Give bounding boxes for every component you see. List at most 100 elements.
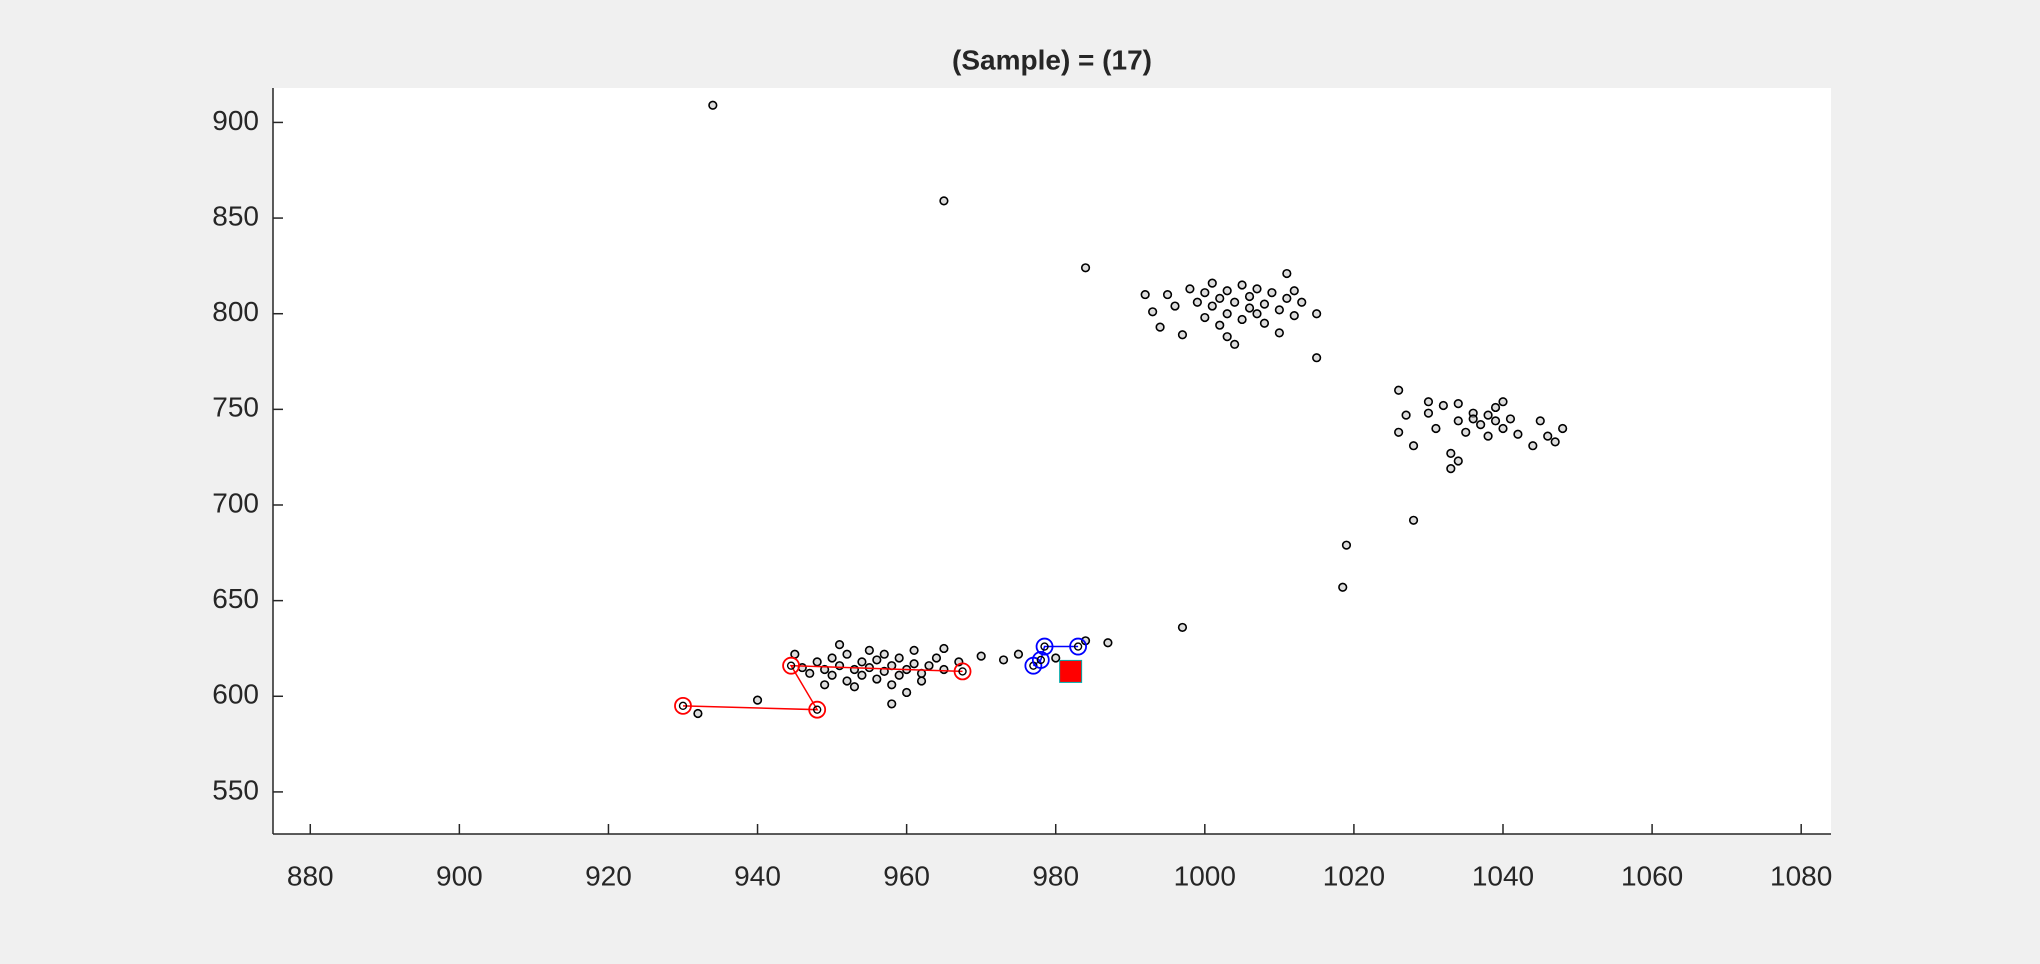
data-point bbox=[1252, 309, 1262, 319]
y-tick-label: 750 bbox=[212, 392, 259, 423]
data-point bbox=[1140, 289, 1150, 300]
data-point bbox=[812, 657, 822, 667]
data-point bbox=[1215, 320, 1225, 330]
data-point bbox=[1192, 297, 1202, 307]
x-tick-label: 960 bbox=[883, 860, 930, 891]
highlight-ring bbox=[674, 696, 692, 715]
data-point bbox=[1312, 353, 1322, 363]
x-tick-label: 900 bbox=[436, 860, 483, 891]
y-tick-label: 550 bbox=[212, 774, 259, 805]
data-point bbox=[902, 687, 912, 698]
data-point bbox=[1103, 638, 1113, 648]
chart-title: (Sample) = (17) bbox=[952, 44, 1152, 75]
data-point bbox=[909, 645, 919, 655]
data-point bbox=[887, 680, 897, 690]
data-point bbox=[1550, 437, 1560, 447]
highlight-ring bbox=[782, 656, 800, 675]
y-tick-label: 850 bbox=[212, 200, 259, 231]
data-point bbox=[1252, 284, 1262, 294]
data-point bbox=[1207, 301, 1217, 311]
data-point bbox=[1408, 515, 1419, 525]
data-point bbox=[1446, 448, 1456, 458]
data-point bbox=[1341, 540, 1352, 550]
data-point bbox=[1155, 322, 1165, 332]
data-point bbox=[1080, 263, 1091, 273]
data-point bbox=[1259, 299, 1270, 309]
x-tick-label: 940 bbox=[734, 860, 781, 891]
data-point bbox=[1461, 427, 1471, 437]
data-point bbox=[1207, 278, 1217, 288]
data-point bbox=[924, 661, 934, 671]
highlight-point bbox=[812, 705, 822, 714]
data-point bbox=[1453, 456, 1463, 466]
data-point bbox=[1282, 268, 1292, 279]
data-point bbox=[872, 655, 882, 665]
data-point bbox=[1177, 622, 1188, 633]
data-point bbox=[1200, 288, 1210, 298]
data-point bbox=[1282, 293, 1292, 304]
data-point bbox=[1394, 385, 1404, 395]
data-point bbox=[1543, 431, 1553, 441]
data-point bbox=[1535, 416, 1545, 426]
data-point bbox=[931, 653, 942, 663]
highlight-ring bbox=[808, 700, 827, 719]
x-tick-label: 920 bbox=[585, 860, 632, 891]
data-point bbox=[879, 649, 889, 659]
highlight-point bbox=[1073, 642, 1083, 651]
data-point bbox=[916, 676, 927, 686]
data-point bbox=[820, 680, 830, 690]
y-tick-label: 650 bbox=[212, 583, 259, 614]
data-point bbox=[1244, 291, 1255, 302]
data-point bbox=[834, 640, 845, 650]
data-point bbox=[1237, 314, 1247, 325]
plot-area bbox=[273, 88, 1831, 834]
data-point bbox=[1222, 309, 1232, 319]
data-point bbox=[894, 670, 904, 680]
data-point bbox=[1528, 441, 1538, 451]
highlight-point bbox=[1040, 642, 1049, 651]
data-point bbox=[708, 100, 718, 110]
data-point bbox=[1148, 307, 1158, 317]
y-tick-label: 900 bbox=[212, 105, 259, 136]
highlight-point bbox=[958, 667, 967, 676]
data-point bbox=[1498, 397, 1508, 407]
data-point bbox=[1490, 416, 1501, 426]
highlight-ring bbox=[953, 662, 972, 681]
data-point bbox=[805, 668, 815, 678]
x-tick-label: 980 bbox=[1032, 860, 1079, 891]
data-point bbox=[1215, 293, 1225, 304]
data-point bbox=[1177, 330, 1188, 340]
data-point bbox=[1453, 416, 1463, 426]
data-point bbox=[752, 695, 763, 705]
data-point bbox=[1468, 414, 1478, 424]
data-point bbox=[1490, 402, 1501, 413]
data-point bbox=[827, 670, 837, 680]
data-point bbox=[1274, 305, 1284, 315]
x-tick-label: 880 bbox=[287, 860, 334, 891]
highlight-point bbox=[786, 661, 796, 670]
data-point bbox=[1408, 441, 1419, 451]
data-point bbox=[1013, 649, 1024, 659]
data-point bbox=[1505, 414, 1516, 424]
data-point bbox=[849, 664, 860, 675]
data-point bbox=[827, 653, 837, 663]
data-point bbox=[1498, 423, 1508, 434]
data-point bbox=[1222, 286, 1232, 296]
x-tick-label: 1060 bbox=[1621, 860, 1683, 891]
data-point bbox=[1289, 286, 1299, 296]
data-point bbox=[1446, 464, 1456, 474]
x-tick-label: 1040 bbox=[1472, 860, 1534, 891]
data-point bbox=[1483, 431, 1493, 441]
data-point bbox=[1453, 399, 1463, 409]
series-line bbox=[682, 664, 963, 711]
data-point bbox=[909, 659, 919, 669]
data-point bbox=[1222, 332, 1232, 342]
data-point bbox=[1259, 318, 1270, 328]
data-point bbox=[1230, 339, 1240, 349]
highlight-ring bbox=[1035, 637, 1054, 656]
highlight-point bbox=[1036, 655, 1046, 665]
data-point bbox=[1312, 309, 1322, 319]
data-point bbox=[939, 196, 949, 206]
data-point bbox=[1438, 400, 1448, 411]
